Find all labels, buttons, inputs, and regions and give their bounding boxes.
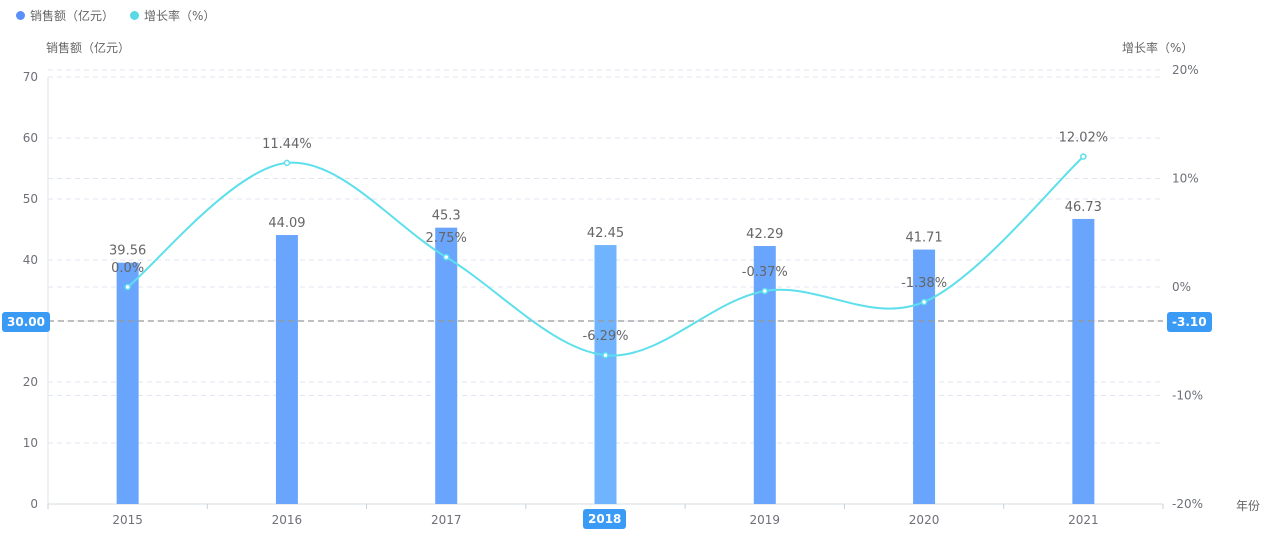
- right-axis-tick-label: -10%: [1172, 389, 1203, 403]
- left-axis-tick-label: 70: [23, 70, 38, 84]
- bar-sales[interactable]: [594, 245, 617, 504]
- line-point[interactable]: [1080, 153, 1087, 160]
- x-axis-tick-label: 2017: [431, 513, 462, 527]
- line-value-label: 0.0%: [111, 261, 144, 276]
- bar-sales[interactable]: [753, 246, 776, 504]
- bar-sales[interactable]: [913, 249, 936, 504]
- left-axis-tick-label: 0: [30, 497, 38, 511]
- bar-sales[interactable]: [275, 235, 298, 504]
- bar-sales[interactable]: [116, 262, 139, 504]
- legend-item-sales[interactable]: 销售额（亿元）: [16, 7, 114, 24]
- markline-right-badge: -3.10: [1167, 312, 1212, 332]
- bar-value-label: 41.71: [905, 231, 942, 246]
- legend-item-growth[interactable]: 增长率（%）: [130, 7, 215, 24]
- line-value-label: -6.29%: [583, 329, 629, 344]
- line-value-label: 2.75%: [426, 231, 467, 246]
- legend: 销售额（亿元） 增长率（%）: [16, 7, 215, 24]
- bar-sales[interactable]: [1072, 218, 1095, 504]
- bar-value-label: 42.45: [587, 226, 624, 241]
- markline-left-badge: 30.00: [2, 312, 50, 332]
- x-axis-tick-label: 2021: [1068, 513, 1099, 527]
- bar-value-label: 45.3: [432, 209, 461, 224]
- x-axis-tick-label: 2016: [272, 513, 303, 527]
- bar-value-label: 46.73: [1065, 200, 1102, 215]
- left-axis-tick-label: 60: [23, 131, 38, 145]
- right-axis-tick-label: 0%: [1172, 280, 1191, 294]
- left-axis-tick-label: 50: [23, 192, 38, 206]
- x-axis-tick-label: 2015: [112, 513, 143, 527]
- line-point[interactable]: [602, 351, 609, 359]
- line-point[interactable]: [442, 253, 450, 261]
- bar-sales[interactable]: [435, 227, 458, 505]
- left-axis-tick-label: 10: [23, 436, 38, 450]
- line-point[interactable]: [124, 283, 131, 291]
- x-axis-hover-badge: 2018: [583, 509, 627, 529]
- legend-label: 销售额（亿元）: [30, 9, 115, 23]
- x-axis-tick-label: 2019: [750, 513, 781, 527]
- left-axis-name: 销售额（亿元）: [46, 41, 131, 55]
- legend-dot-icon: [16, 11, 25, 20]
- legend-dot-icon: [130, 11, 140, 20]
- line-point[interactable]: [761, 287, 769, 295]
- x-axis-name: 年份: [1236, 499, 1261, 513]
- line-point[interactable]: [920, 298, 928, 306]
- line-value-label: 11.44%: [262, 137, 312, 152]
- right-axis-tick-label: -20%: [1172, 497, 1203, 511]
- left-axis-tick-label: 20: [23, 375, 38, 389]
- bar-value-label: 44.09: [268, 216, 305, 231]
- right-axis-tick-label: 20%: [1172, 63, 1199, 77]
- bar-value-label: 42.29: [746, 227, 783, 242]
- line-value-label: -0.37%: [742, 265, 788, 280]
- x-axis-tick-label: 2020: [909, 513, 940, 527]
- line-point[interactable]: [283, 159, 291, 167]
- legend-label: 增长率（%）: [144, 9, 216, 23]
- right-axis-name: 增长率（%）: [1122, 41, 1194, 55]
- left-axis-tick-label: 40: [23, 253, 38, 267]
- right-axis-tick-label: 10%: [1172, 172, 1199, 186]
- line-value-label: 12.02%: [1059, 131, 1109, 146]
- bar-value-label: 39.56: [109, 244, 146, 259]
- line-value-label: -1.38%: [901, 276, 947, 291]
